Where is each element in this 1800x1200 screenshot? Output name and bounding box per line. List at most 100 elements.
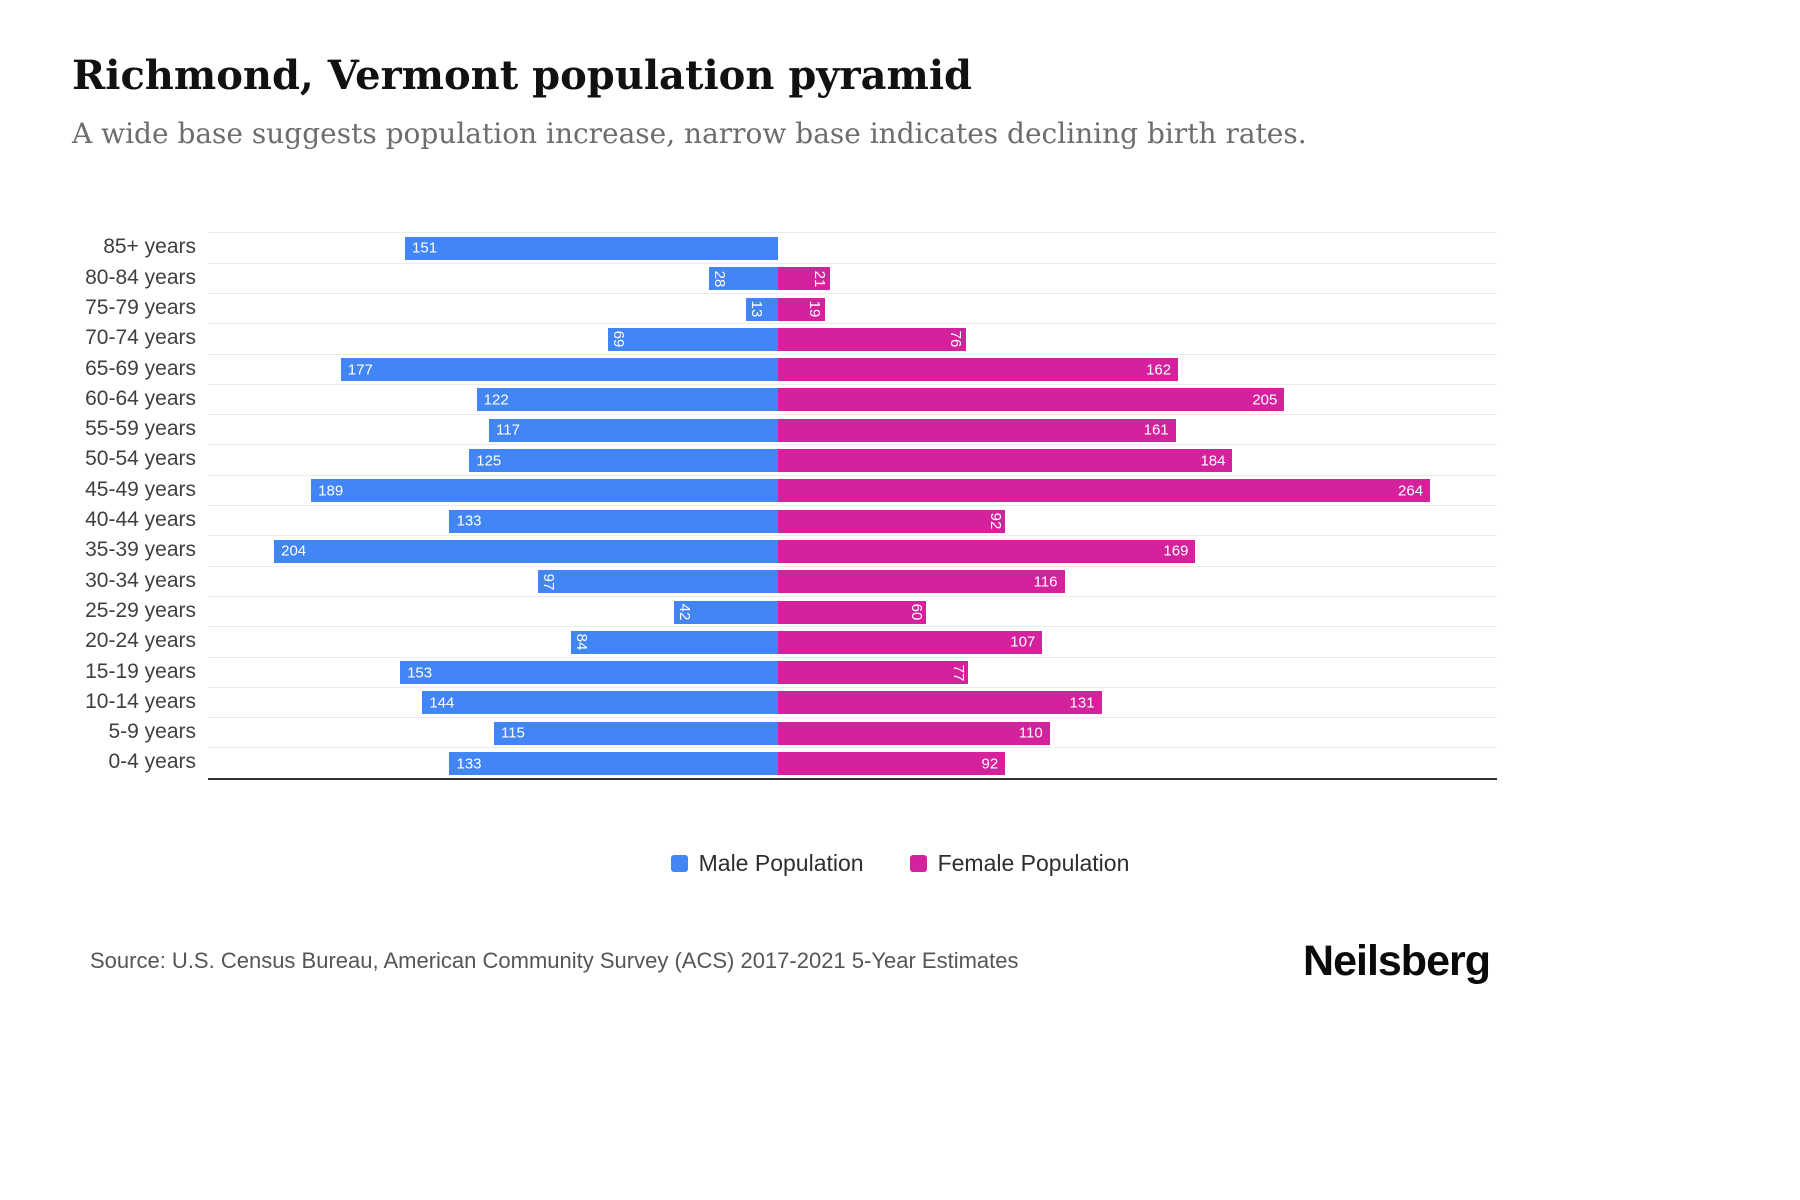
female-bar[interactable]: 116	[778, 570, 1065, 594]
female-bar[interactable]: 107	[778, 630, 1043, 654]
age-group-label: 20-24 years	[85, 629, 196, 653]
pyramid-row: 40-44 years 133 92	[0, 505, 1800, 535]
bar-value-label: 84	[572, 634, 590, 651]
male-bar[interactable]: 133	[449, 509, 778, 533]
male-bar[interactable]: 97	[538, 570, 778, 594]
bar-value-label: 122	[483, 391, 509, 409]
male-bar[interactable]: 133	[449, 752, 778, 776]
age-group-label: 45-49 years	[85, 477, 196, 501]
bar-value-label: 177	[347, 361, 373, 379]
row-plot-area: 151	[208, 232, 1497, 262]
male-bar[interactable]: 153	[400, 661, 778, 685]
female-bar[interactable]: 92	[778, 509, 1006, 533]
bar-value-label: 60	[907, 603, 925, 621]
male-bar[interactable]: 177	[340, 358, 778, 382]
bar-value-label: 28	[710, 270, 728, 288]
pyramid-row: 70-74 years 69 76	[0, 323, 1800, 353]
male-bar[interactable]: 42	[674, 600, 778, 624]
female-bar[interactable]: 19	[778, 297, 825, 321]
row-plot-area: 153 77	[208, 656, 1497, 687]
bar-value-label: 110	[1018, 724, 1043, 742]
female-bar[interactable]: 21	[778, 267, 830, 291]
bar-value-label: 125	[476, 452, 502, 470]
footer: Source: U.S. Census Bureau, American Com…	[0, 937, 1800, 986]
row-plot-area: 177 162	[208, 353, 1497, 384]
row-plot-area: 97 116	[208, 565, 1497, 596]
female-bar[interactable]: 264	[778, 479, 1431, 503]
age-group-label: 85+ years	[103, 235, 196, 259]
male-bar[interactable]: 189	[311, 479, 778, 503]
bar-value-label: 107	[1010, 633, 1036, 651]
male-bar[interactable]: 204	[274, 539, 778, 563]
bar-value-label: 133	[456, 755, 482, 773]
male-bar[interactable]: 151	[405, 236, 778, 260]
male-bar[interactable]: 69	[607, 327, 778, 351]
bar-value-label: 189	[318, 482, 344, 500]
row-plot-area: 204 169	[208, 535, 1497, 565]
row-plot-area: 84 107	[208, 626, 1497, 656]
female-bar[interactable]: 76	[778, 327, 966, 351]
bar-value-label: 131	[1069, 694, 1095, 712]
pyramid-row: 0-4 years 133 92	[0, 747, 1800, 777]
age-group-label: 40-44 years	[85, 508, 196, 532]
male-bar[interactable]: 84	[570, 630, 778, 654]
pyramid-row: 15-19 years 153 77	[0, 656, 1800, 687]
male-bar[interactable]: 117	[489, 418, 778, 442]
bar-value-label: 184	[1200, 452, 1226, 470]
age-group-label: 30-34 years	[85, 568, 196, 592]
female-bar[interactable]: 110	[778, 721, 1050, 745]
male-bar[interactable]: 115	[493, 721, 778, 745]
pyramid-row: 5-9 years 115 110	[0, 717, 1800, 747]
bar-value-label: 116	[1033, 573, 1058, 591]
pyramid-row: 30-34 years 97 116	[0, 565, 1800, 596]
legend-item-female[interactable]: Female Population	[909, 849, 1130, 877]
pyramid-row: 10-14 years 144 131	[0, 686, 1800, 717]
row-plot-area: 133 92	[208, 747, 1497, 777]
male-bar[interactable]: 13	[745, 297, 778, 321]
age-group-label: 10-14 years	[85, 689, 196, 713]
bar-value-label: 19	[806, 300, 824, 318]
age-group-label: 80-84 years	[85, 265, 196, 289]
female-bar[interactable]: 169	[778, 539, 1196, 563]
male-bar[interactable]: 125	[469, 449, 778, 473]
male-bar[interactable]: 144	[422, 691, 778, 715]
row-plot-area: 122 205	[208, 383, 1497, 414]
page: Richmond, Vermont population pyramid A w…	[0, 52, 1800, 1200]
pyramid-row: 50-54 years 125 184	[0, 444, 1800, 474]
bar-value-label: 42	[676, 603, 694, 621]
x-axis-line	[208, 777, 1497, 780]
male-bar[interactable]: 122	[476, 388, 778, 412]
bar-value-label: 204	[281, 542, 307, 560]
row-plot-area: 69 76	[208, 323, 1497, 353]
female-bar[interactable]: 131	[778, 691, 1102, 715]
female-bar[interactable]: 162	[778, 358, 1179, 382]
row-plot-area: 42 60	[208, 595, 1497, 626]
pyramid-row: 20-24 years 84 107	[0, 626, 1800, 656]
female-bar[interactable]: 161	[778, 418, 1176, 442]
age-group-label: 0-4 years	[108, 750, 196, 774]
female-bar[interactable]: 77	[778, 661, 969, 685]
bar-value-label: 161	[1143, 421, 1169, 439]
female-bar[interactable]: 184	[778, 449, 1233, 473]
bar-value-label: 21	[811, 270, 829, 288]
female-legend-swatch	[909, 854, 927, 872]
female-bar[interactable]: 92	[778, 752, 1006, 776]
pyramid-row: 35-39 years 204 169	[0, 535, 1800, 565]
source-text: Source: U.S. Census Bureau, American Com…	[90, 948, 1019, 974]
bar-value-label: 264	[1398, 482, 1424, 500]
age-group-label: 75-79 years	[85, 295, 196, 319]
pyramid-row: 60-64 years 122 205	[0, 383, 1800, 414]
row-plot-area: 13 19	[208, 292, 1497, 323]
female-bar[interactable]: 60	[778, 600, 927, 624]
male-legend-label: Male Population	[698, 849, 864, 876]
legend-item-male[interactable]: Male Population	[670, 849, 864, 877]
female-bar[interactable]: 205	[778, 388, 1285, 412]
age-group-label: 15-19 years	[85, 659, 196, 683]
bar-value-label: 97	[540, 573, 558, 591]
bar-value-label: 162	[1146, 361, 1172, 379]
chart-subtitle: A wide base suggests population increase…	[72, 117, 1307, 150]
male-bar[interactable]: 28	[708, 267, 778, 291]
female-legend-label: Female Population	[937, 849, 1130, 876]
bar-value-label: 133	[456, 512, 482, 530]
pyramid-row: 80-84 years 28 21	[0, 262, 1800, 293]
